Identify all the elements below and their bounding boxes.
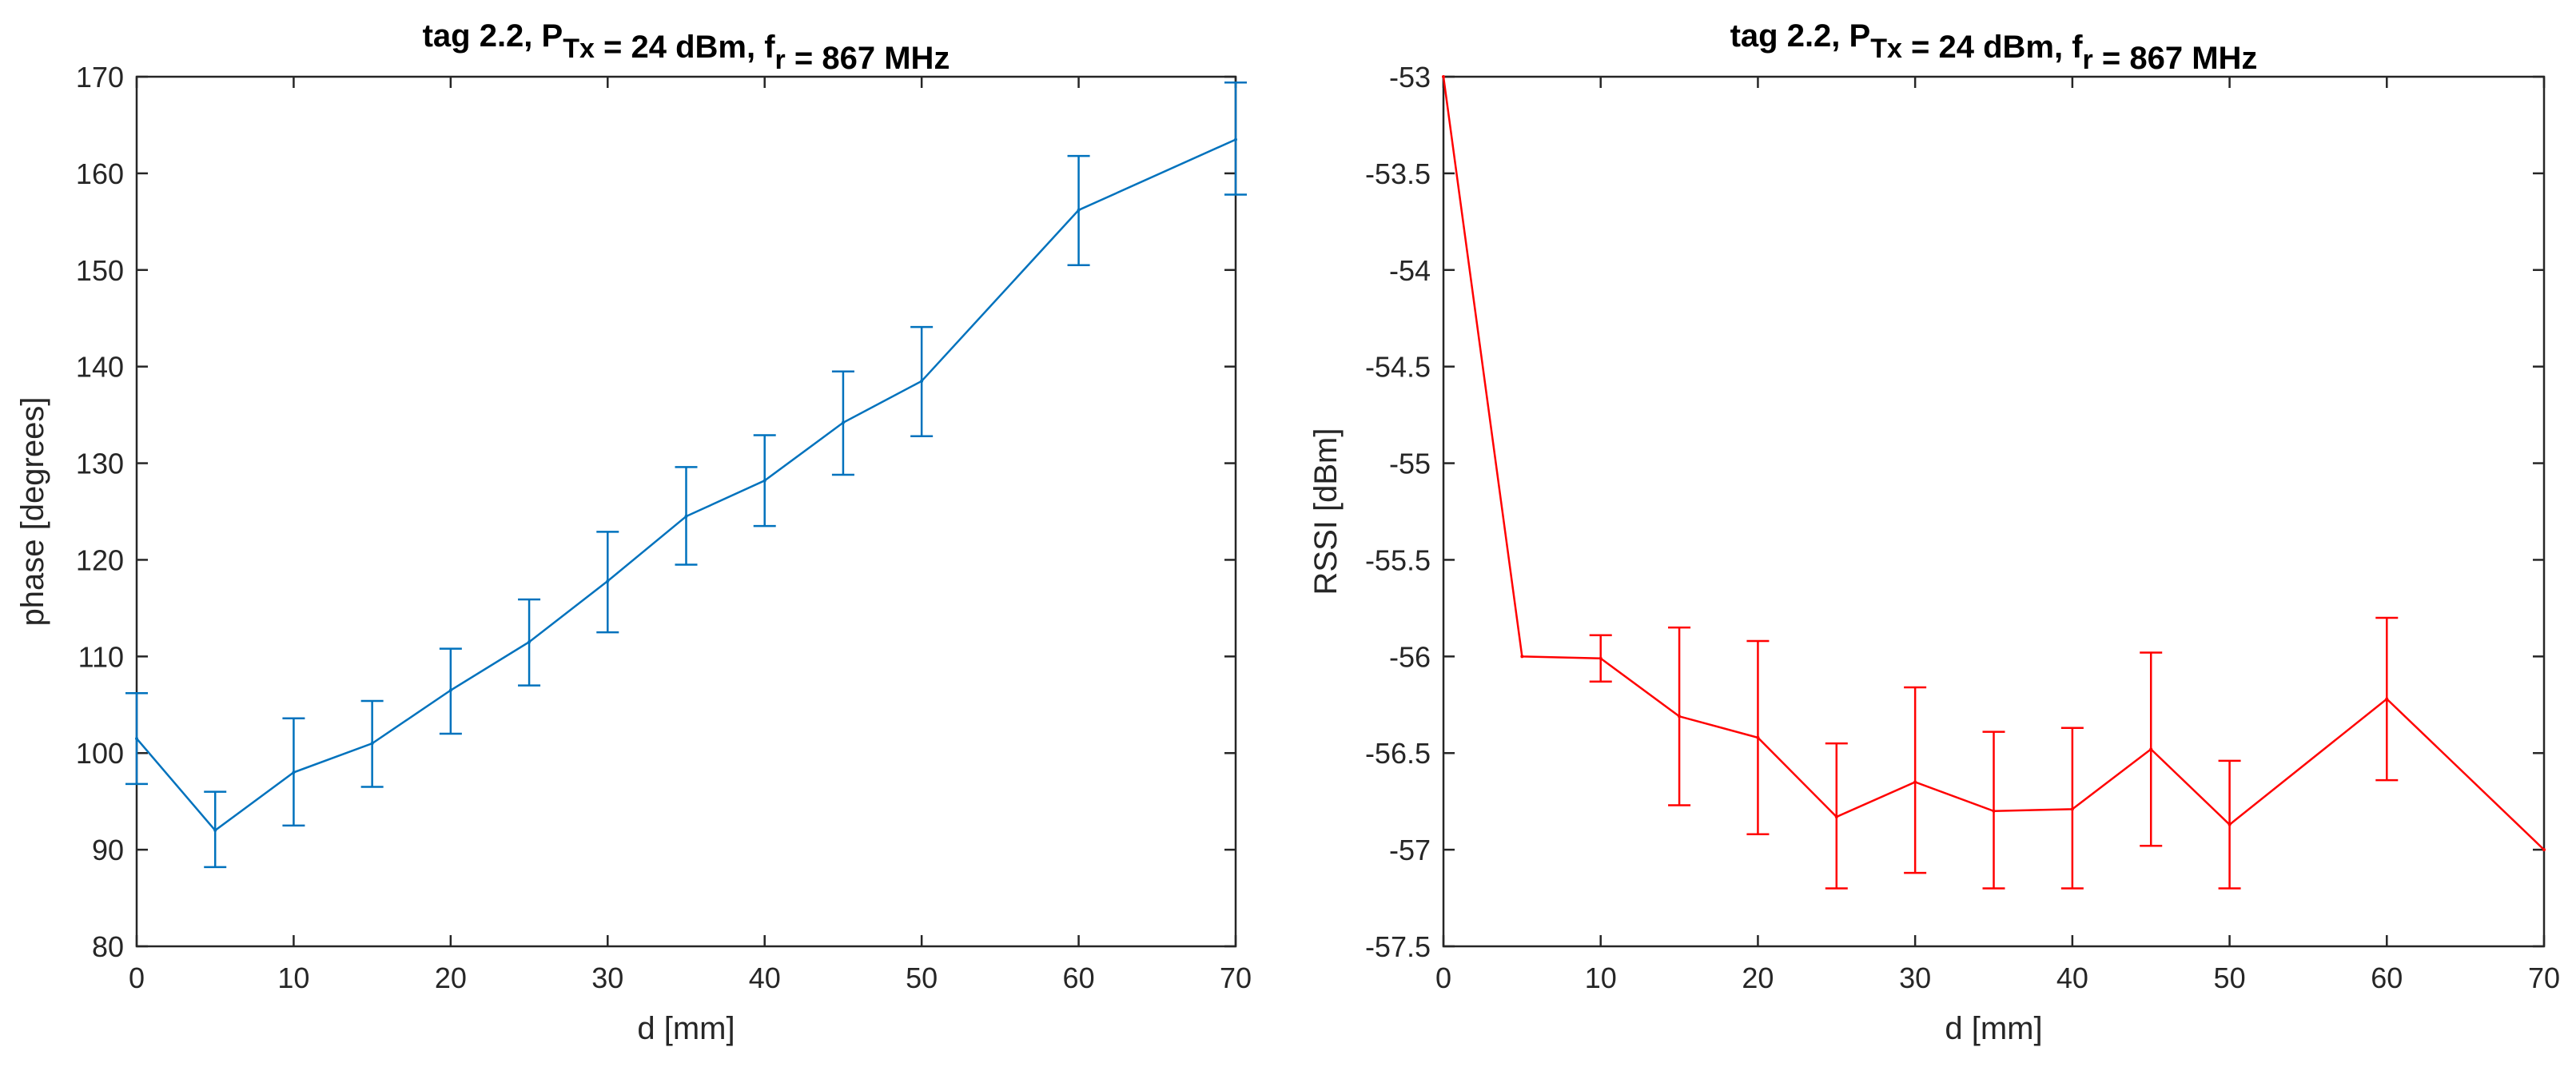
title-subscript: r (775, 45, 786, 75)
x-tick-label: 10 (277, 962, 309, 994)
data-point (528, 640, 532, 644)
title-subscript: Tx (563, 34, 595, 64)
y-tick-label: 150 (76, 254, 124, 287)
data-point (2228, 822, 2232, 826)
x-tick-label: 50 (2214, 962, 2246, 994)
x-tick-label: 0 (129, 962, 145, 994)
y-tick-label: -56.5 (1365, 737, 1431, 770)
y-tick-label: 80 (92, 930, 124, 963)
y-tick-label: 100 (76, 737, 124, 770)
x-tick-label: 70 (2528, 962, 2560, 994)
data-point (1442, 75, 1445, 78)
y-tick-label: 120 (76, 543, 124, 576)
x-tick-label: 20 (1742, 962, 1774, 994)
data-point (213, 828, 217, 832)
data-point (1756, 735, 1760, 739)
title-text: = 24 dBm, f (1902, 30, 2083, 65)
data-point (370, 742, 374, 746)
y-tick-label: 130 (76, 448, 124, 480)
y-tick-label: 160 (76, 157, 124, 190)
y-axis-label: phase [degrees] (15, 397, 50, 627)
chart-title: tag 2.2, PTx = 24 dBm, fr = 867 MHz (423, 18, 950, 76)
data-point (1834, 815, 1838, 819)
x-tick-label: 0 (1435, 962, 1451, 994)
y-tick-label: -54.5 (1365, 351, 1431, 384)
y-tick-label: -53.5 (1365, 157, 1431, 190)
data-point (1520, 655, 1524, 659)
x-tick-label: 40 (2056, 962, 2088, 994)
y-tick-label: -56 (1389, 640, 1431, 673)
data-point (2542, 848, 2546, 852)
title-text: tag 2.2, P (423, 18, 563, 54)
data-point (2070, 807, 2074, 811)
title-text: = 867 MHz (786, 41, 950, 76)
x-tick-label: 20 (435, 962, 467, 994)
data-point (606, 579, 610, 583)
title-subscript: Tx (1870, 34, 1902, 64)
x-tick-label: 40 (749, 962, 781, 994)
data-point (1992, 809, 1996, 813)
data-point (1234, 137, 1237, 141)
data-point (920, 379, 924, 383)
data-point (1678, 715, 1682, 719)
data-point (762, 479, 766, 483)
y-tick-label: -57 (1389, 834, 1431, 866)
data-point (684, 515, 688, 519)
data-point (1077, 208, 1081, 212)
data-point (841, 420, 845, 424)
y-tick-label: -54 (1389, 254, 1431, 287)
y-tick-label: 170 (76, 61, 124, 94)
y-tick-label: 110 (78, 640, 124, 673)
data-point (2149, 747, 2153, 751)
y-axis-label: RSSI [dBm] (1308, 428, 1344, 595)
data-point (2385, 697, 2389, 701)
x-axis-label: d [mm] (1945, 1011, 2042, 1046)
title-text: = 867 MHz (2093, 41, 2258, 76)
x-tick-label: 30 (1899, 962, 1931, 994)
title-subscript: r (2083, 45, 2093, 75)
x-tick-label: 60 (1063, 962, 1095, 994)
data-point (292, 770, 296, 774)
title-text: = 24 dBm, f (595, 30, 775, 65)
data-point (1599, 656, 1603, 660)
x-axis-label: d [mm] (637, 1011, 735, 1046)
x-tick-label: 30 (591, 962, 623, 994)
y-tick-label: 140 (76, 351, 124, 384)
data-point (1913, 780, 1917, 784)
y-tick-label: -55.5 (1365, 543, 1431, 576)
y-tick-label: 90 (92, 834, 124, 866)
y-tick-label: -57.5 (1365, 930, 1431, 963)
x-tick-label: 60 (2371, 962, 2403, 994)
y-tick-label: -55 (1389, 448, 1431, 480)
data-point (448, 688, 452, 692)
title-text: tag 2.2, P (1730, 18, 1871, 54)
chart-2: 0 10 20 30 40 50 60 70 -57.5 -57 -56.5 -56 -55.5 -55 -… (1308, 18, 2560, 1046)
chart-title: tag 2.2, PTx = 24 dBm, fr = 867 MHz (1730, 18, 2258, 76)
x-tick-label: 70 (1220, 962, 1252, 994)
x-tick-label: 10 (1585, 962, 1617, 994)
x-tick-label: 50 (906, 962, 938, 994)
data-point (135, 737, 138, 741)
y-tick-label: -53 (1389, 61, 1431, 94)
chart-1: 0 10 20 30 40 50 60 70 80 90 100 110 120 130 140 150 160… (15, 18, 1252, 1046)
